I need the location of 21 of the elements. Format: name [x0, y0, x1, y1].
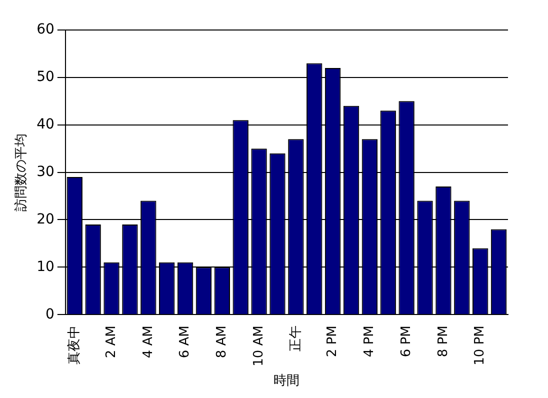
- x-tick-label: 2 PM: [325, 326, 340, 358]
- x-tick-label: 10 AM: [251, 326, 266, 366]
- y-tick-label: 40: [36, 116, 54, 133]
- x-tick-label: 6 AM: [178, 326, 193, 358]
- y-axis-title: 訪問数の平均: [14, 133, 30, 212]
- x-tick-label: 真夜中: [66, 326, 82, 365]
- x-tick-label: 8 AM: [214, 326, 230, 358]
- y-tick-label: 50: [36, 69, 54, 86]
- y-tick-label: 10: [36, 258, 54, 275]
- x-tick-label: 6 PM: [398, 326, 414, 358]
- x-tick-label: 8 PM: [436, 326, 451, 358]
- x-tick-label: 10 PM: [472, 326, 488, 366]
- x-axis-title: 時間: [274, 374, 300, 389]
- y-tick-label: 20: [36, 211, 54, 228]
- y-tick-label: 0: [45, 306, 54, 322]
- x-tick-label: 2 AM: [104, 326, 119, 358]
- x-tick-label: 4 AM: [140, 326, 156, 358]
- y-tick-label: 30: [36, 164, 54, 180]
- x-tick-label: 正午: [288, 326, 304, 352]
- x-tick-label: 4 PM: [362, 326, 378, 358]
- y-tick-label: 60: [36, 22, 54, 38]
